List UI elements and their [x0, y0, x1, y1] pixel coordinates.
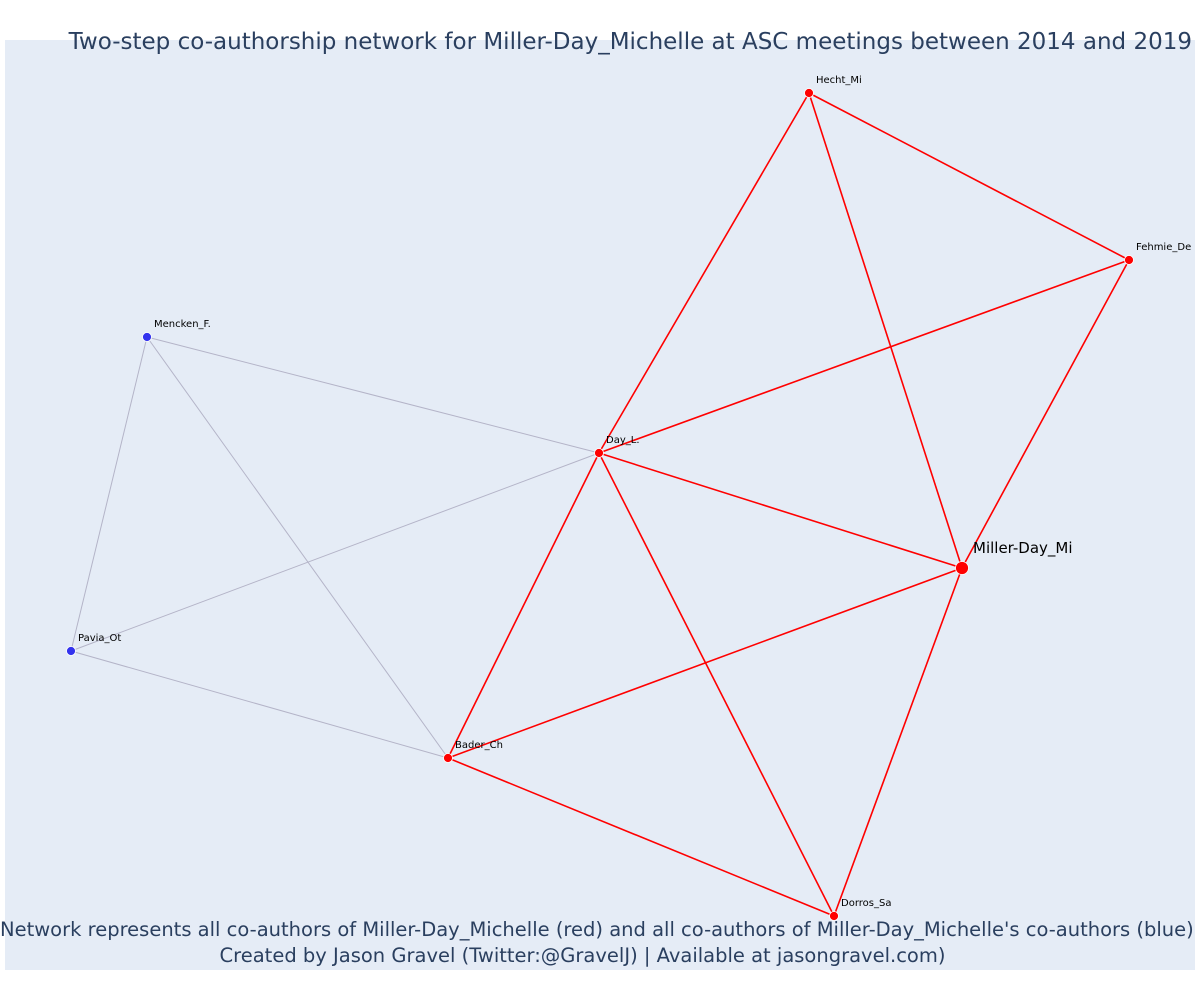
edge-fehmie-de-day-l [598, 259, 1130, 454]
chart-title: Two-step co-authorship network for Mille… [68, 29, 1192, 55]
node-label-pavia-ot: Pavia_Ot [78, 633, 121, 644]
label-layer: Hecht_Mi Fehmie_De Mencken_F. Day_L. Miller-… [78, 75, 1191, 909]
edge-mencken-f-day-l [146, 336, 600, 454]
edge-mencken-f-bader-ch [146, 336, 449, 759]
node-fehmie-de[interactable] [1124, 255, 1134, 265]
node-bader-ch[interactable] [443, 753, 453, 763]
node-layer [66, 88, 1134, 921]
edge-hecht-mi-fehmie-de [808, 92, 1130, 261]
node-label-day-l: Day_L. [606, 435, 640, 446]
edge-day-l-dorros-sa [598, 452, 835, 917]
edge-day-l-miller-day-mi [598, 452, 963, 569]
node-label-dorros-sa: Dorros_Sa [841, 898, 891, 909]
edge-layer [70, 92, 1130, 917]
edge-bader-ch-miller-day-mi [447, 567, 963, 759]
edge-dorros-sa-miller-day-mi [833, 567, 963, 917]
node-hecht-mi[interactable] [804, 88, 814, 98]
caption-line-2: Created by Jason Gravel (Twitter:@Gravel… [219, 944, 946, 967]
edge-day-l-bader-ch [447, 452, 600, 759]
node-label-hecht-mi: Hecht_Mi [816, 75, 862, 86]
node-label-mencken-f: Mencken_F. [154, 319, 211, 330]
node-mencken-f[interactable] [142, 332, 152, 342]
node-day-l[interactable] [594, 448, 604, 458]
caption-line-1: Network represents all co-authors of Mil… [0, 918, 1194, 941]
edge-pavia-ot-bader-ch [70, 650, 449, 759]
edge-fehmie-de-miller-day-mi [961, 259, 1130, 569]
edge-mencken-f-pavia-ot [70, 336, 148, 652]
edge-pavia-ot-day-l [70, 452, 600, 652]
node-miller-day-mi[interactable] [955, 561, 969, 575]
edge-hecht-mi-day-l [598, 92, 810, 454]
node-pavia-ot[interactable] [66, 646, 76, 656]
edge-hecht-mi-miller-day-mi [808, 92, 963, 569]
node-label-fehmie-de: Fehmie_De [1136, 242, 1191, 253]
node-label-miller-day-mi: Miller-Day_Mi [973, 539, 1073, 558]
edge-bader-ch-dorros-sa [447, 757, 835, 917]
node-label-bader-ch: Bader_Ch [455, 740, 503, 751]
node-dorros-sa[interactable] [829, 911, 839, 921]
